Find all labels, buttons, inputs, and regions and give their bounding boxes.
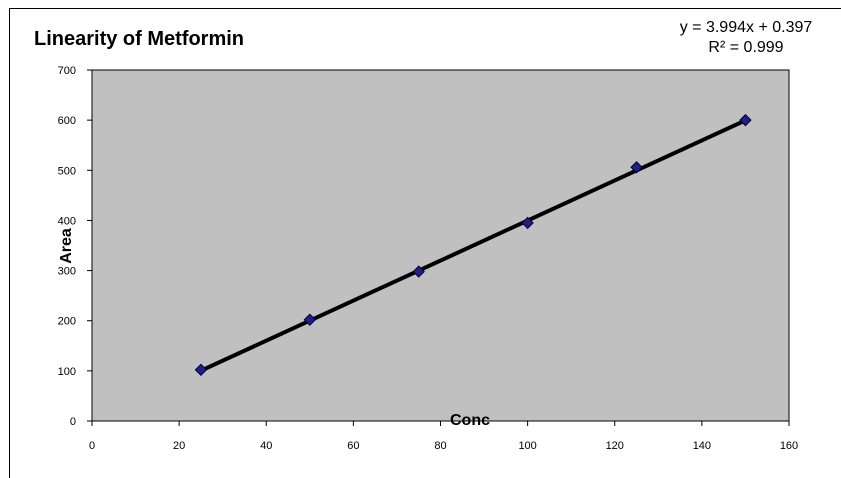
x-tick-label: 160 [780,440,798,452]
data-point [194,363,208,377]
data-point [521,216,534,230]
y-tick-label: 200 [58,316,76,328]
trendline-equation-box: y = 3.994x + 0.397 R² = 0.999 [651,18,841,58]
x-tick-label: 20 [173,440,185,452]
y-tick-label: 700 [58,65,76,77]
data-point [630,161,643,174]
x-tick-label: 80 [434,440,446,452]
trendline-group [198,118,748,373]
x-tick-label: 0 [89,440,95,452]
x-tick-label: 100 [518,440,536,452]
y-axis: 0 100 200 300 400 500 600 700 [58,65,92,428]
data-point [412,265,425,278]
chart-title: Linearity of Metformin [34,28,245,50]
data-point [303,313,317,326]
y-tick-label: 600 [58,115,76,127]
y-tick-label: 500 [58,165,76,177]
x-tick-label: 120 [606,440,624,452]
data-points [194,113,752,377]
data-point [739,113,752,127]
trendline-r-squared: R² = 0.999 [708,39,784,56]
y-tick-label: 100 [58,366,76,378]
y-tick-label: 400 [58,215,76,227]
x-tick-label: 40 [260,440,272,452]
trendline [198,118,748,373]
x-axis: 0 20 40 60 80 100 120 140 160 [89,421,798,452]
x-axis-title: Conc [450,412,490,429]
y-axis-title: Area [58,228,75,264]
plot-area [91,69,790,422]
x-tick-label: 60 [347,440,359,452]
trendline-equation: y = 3.994x + 0.397 [679,19,813,36]
y-tick-label: 0 [70,416,76,428]
x-tick-label: 140 [693,440,711,452]
y-tick-label: 300 [58,266,76,278]
